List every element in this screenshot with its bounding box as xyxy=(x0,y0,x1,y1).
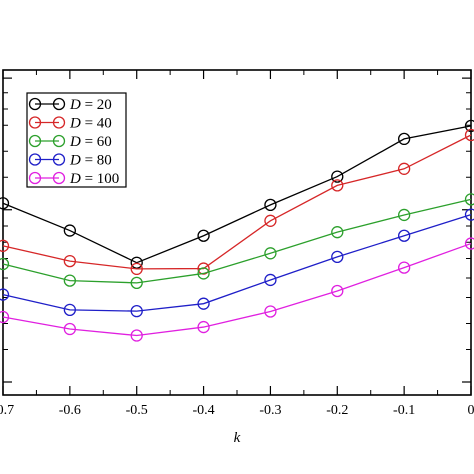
series-line xyxy=(2,242,472,337)
legend-var: D xyxy=(69,153,81,169)
legend-marker xyxy=(28,116,42,129)
data-point xyxy=(63,274,77,287)
data-point xyxy=(331,226,344,239)
legend-marker xyxy=(28,134,42,148)
legend-item: D = 100 xyxy=(28,171,119,187)
data-point xyxy=(264,214,277,227)
data-point xyxy=(264,305,277,318)
x-axis-ticks: -0.7 -0.6 -0.5 -0.4 -0.3 -0.2 -0.1 0 xyxy=(0,70,474,418)
data-point xyxy=(0,288,10,301)
x-tick-label: 0 xyxy=(468,403,474,418)
data-point xyxy=(130,329,143,342)
series-d-100 xyxy=(0,237,474,342)
series-line xyxy=(2,134,472,270)
legend-item: D = 20 xyxy=(28,97,112,113)
data-point xyxy=(63,322,77,336)
data-point xyxy=(264,247,277,260)
legend-marker xyxy=(52,134,66,148)
x-tick-label: -0.2 xyxy=(326,403,348,418)
data-point xyxy=(464,119,474,133)
legend-value: = 60 xyxy=(81,134,112,150)
data-point xyxy=(130,304,143,318)
legend-marker xyxy=(52,153,66,166)
data-point xyxy=(331,170,344,183)
legend-value: = 100 xyxy=(81,171,119,187)
data-point xyxy=(331,284,344,298)
x-tick-label: -0.1 xyxy=(393,403,415,418)
legend: D = 20D = 40D = 60D = 80D = 100 xyxy=(26,92,127,188)
series-d-60 xyxy=(0,193,474,290)
x-tick-label: -0.6 xyxy=(59,403,81,418)
legend-item: D = 40 xyxy=(28,116,112,132)
data-point xyxy=(130,256,143,269)
data-point xyxy=(331,179,344,192)
data-point xyxy=(197,297,210,310)
x-tick-label: -0.4 xyxy=(192,403,214,418)
data-point xyxy=(0,310,10,324)
x-tick-label: -0.5 xyxy=(126,403,148,418)
data-point xyxy=(130,276,143,290)
data-point xyxy=(264,198,277,212)
legend-value: = 80 xyxy=(81,153,112,169)
x-tick-label: -0.3 xyxy=(259,403,281,418)
legend-label: D = 40 xyxy=(69,116,112,132)
data-point xyxy=(0,197,10,210)
data-point xyxy=(464,237,474,250)
legend-marker xyxy=(52,116,66,129)
series-line xyxy=(2,214,472,312)
series-d-40 xyxy=(0,128,474,276)
data-point xyxy=(464,208,474,221)
data-point xyxy=(130,262,143,276)
legend-item: D = 60 xyxy=(28,134,112,150)
data-point xyxy=(464,193,474,206)
legend-var: D xyxy=(69,134,81,150)
data-point xyxy=(464,128,474,142)
legend-var: D xyxy=(69,97,81,113)
series-line xyxy=(2,125,472,264)
legend-value: = 40 xyxy=(81,116,112,132)
legend-marker xyxy=(52,97,66,111)
series-d-20 xyxy=(0,119,474,269)
series-d-80 xyxy=(0,208,474,318)
legend-var: D xyxy=(69,116,81,132)
data-point xyxy=(397,162,411,175)
data-point xyxy=(264,273,277,287)
legend-marker xyxy=(28,97,42,111)
series-group xyxy=(0,119,474,342)
data-point xyxy=(197,229,210,242)
legend-marker xyxy=(28,171,42,185)
legend-label: D = 100 xyxy=(69,171,119,187)
data-point xyxy=(197,267,210,280)
legend-marker xyxy=(28,153,42,166)
data-point xyxy=(331,250,344,264)
data-point xyxy=(63,224,77,237)
legend-label: D = 20 xyxy=(69,97,112,113)
data-point xyxy=(397,261,411,274)
data-point xyxy=(197,320,210,334)
legend-value: = 20 xyxy=(81,97,112,113)
data-point xyxy=(397,208,411,222)
x-tick-label: -0.7 xyxy=(0,403,14,418)
series-line xyxy=(2,198,472,284)
legend-label: D = 80 xyxy=(69,153,112,169)
data-point xyxy=(63,303,77,317)
data-point xyxy=(397,229,411,242)
legend-item: D = 80 xyxy=(28,153,112,169)
data-point xyxy=(0,239,10,252)
legend-box xyxy=(26,92,127,188)
legend-label: D = 60 xyxy=(69,134,112,150)
data-point xyxy=(397,132,411,146)
x-axis-label: k xyxy=(234,430,241,446)
data-point xyxy=(0,257,10,271)
legend-var: D xyxy=(69,171,81,187)
legend-marker xyxy=(52,171,66,185)
data-point xyxy=(63,254,77,268)
